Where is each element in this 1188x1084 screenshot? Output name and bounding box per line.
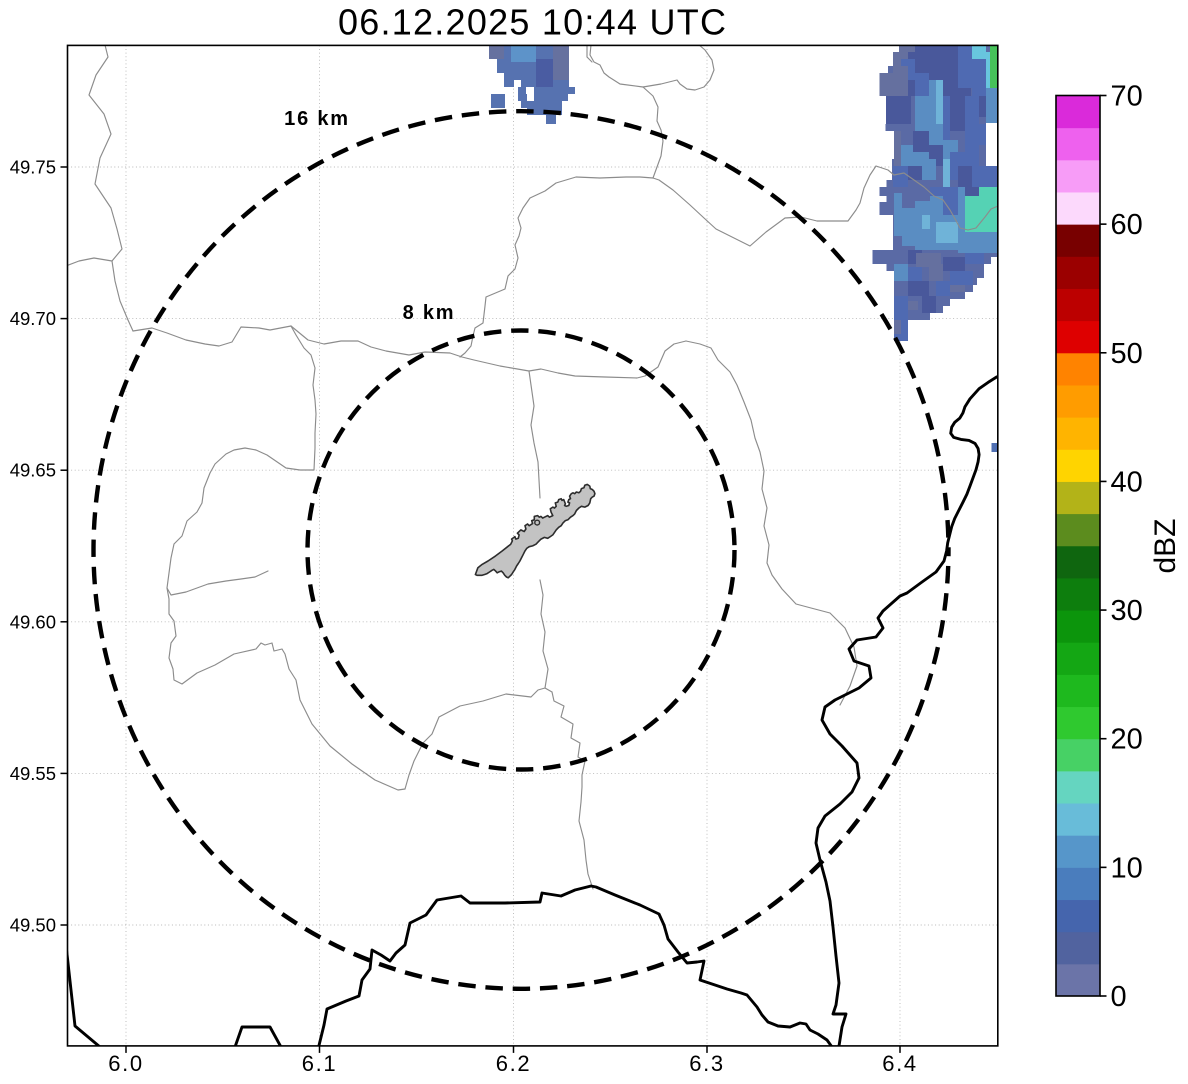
svg-text:40: 40	[1111, 466, 1143, 498]
svg-text:6.2: 6.2	[496, 1051, 531, 1076]
svg-text:8 km: 8 km	[403, 302, 456, 324]
svg-text:0: 0	[1111, 981, 1127, 1013]
svg-text:49.60: 49.60	[10, 611, 56, 632]
svg-text:49.50: 49.50	[10, 915, 56, 936]
svg-text:70: 70	[1111, 81, 1143, 113]
svg-text:6.0: 6.0	[108, 1051, 143, 1076]
svg-text:49.70: 49.70	[10, 308, 56, 329]
svg-text:50: 50	[1111, 338, 1143, 370]
svg-text:6.4: 6.4	[882, 1051, 917, 1076]
svg-text:6.3: 6.3	[689, 1051, 724, 1076]
svg-text:49.65: 49.65	[10, 460, 56, 481]
svg-text:dBZ: dBZ	[1149, 518, 1182, 573]
svg-text:20: 20	[1111, 724, 1143, 756]
svg-text:30: 30	[1111, 595, 1143, 627]
svg-text:06.12.2025 10:44 UTC: 06.12.2025 10:44 UTC	[338, 2, 727, 43]
svg-text:16 km: 16 km	[284, 108, 350, 130]
svg-text:60: 60	[1111, 209, 1143, 241]
svg-text:49.75: 49.75	[10, 157, 56, 178]
svg-text:49.55: 49.55	[10, 763, 56, 784]
svg-text:10: 10	[1111, 852, 1143, 884]
svg-text:6.1: 6.1	[302, 1051, 337, 1076]
